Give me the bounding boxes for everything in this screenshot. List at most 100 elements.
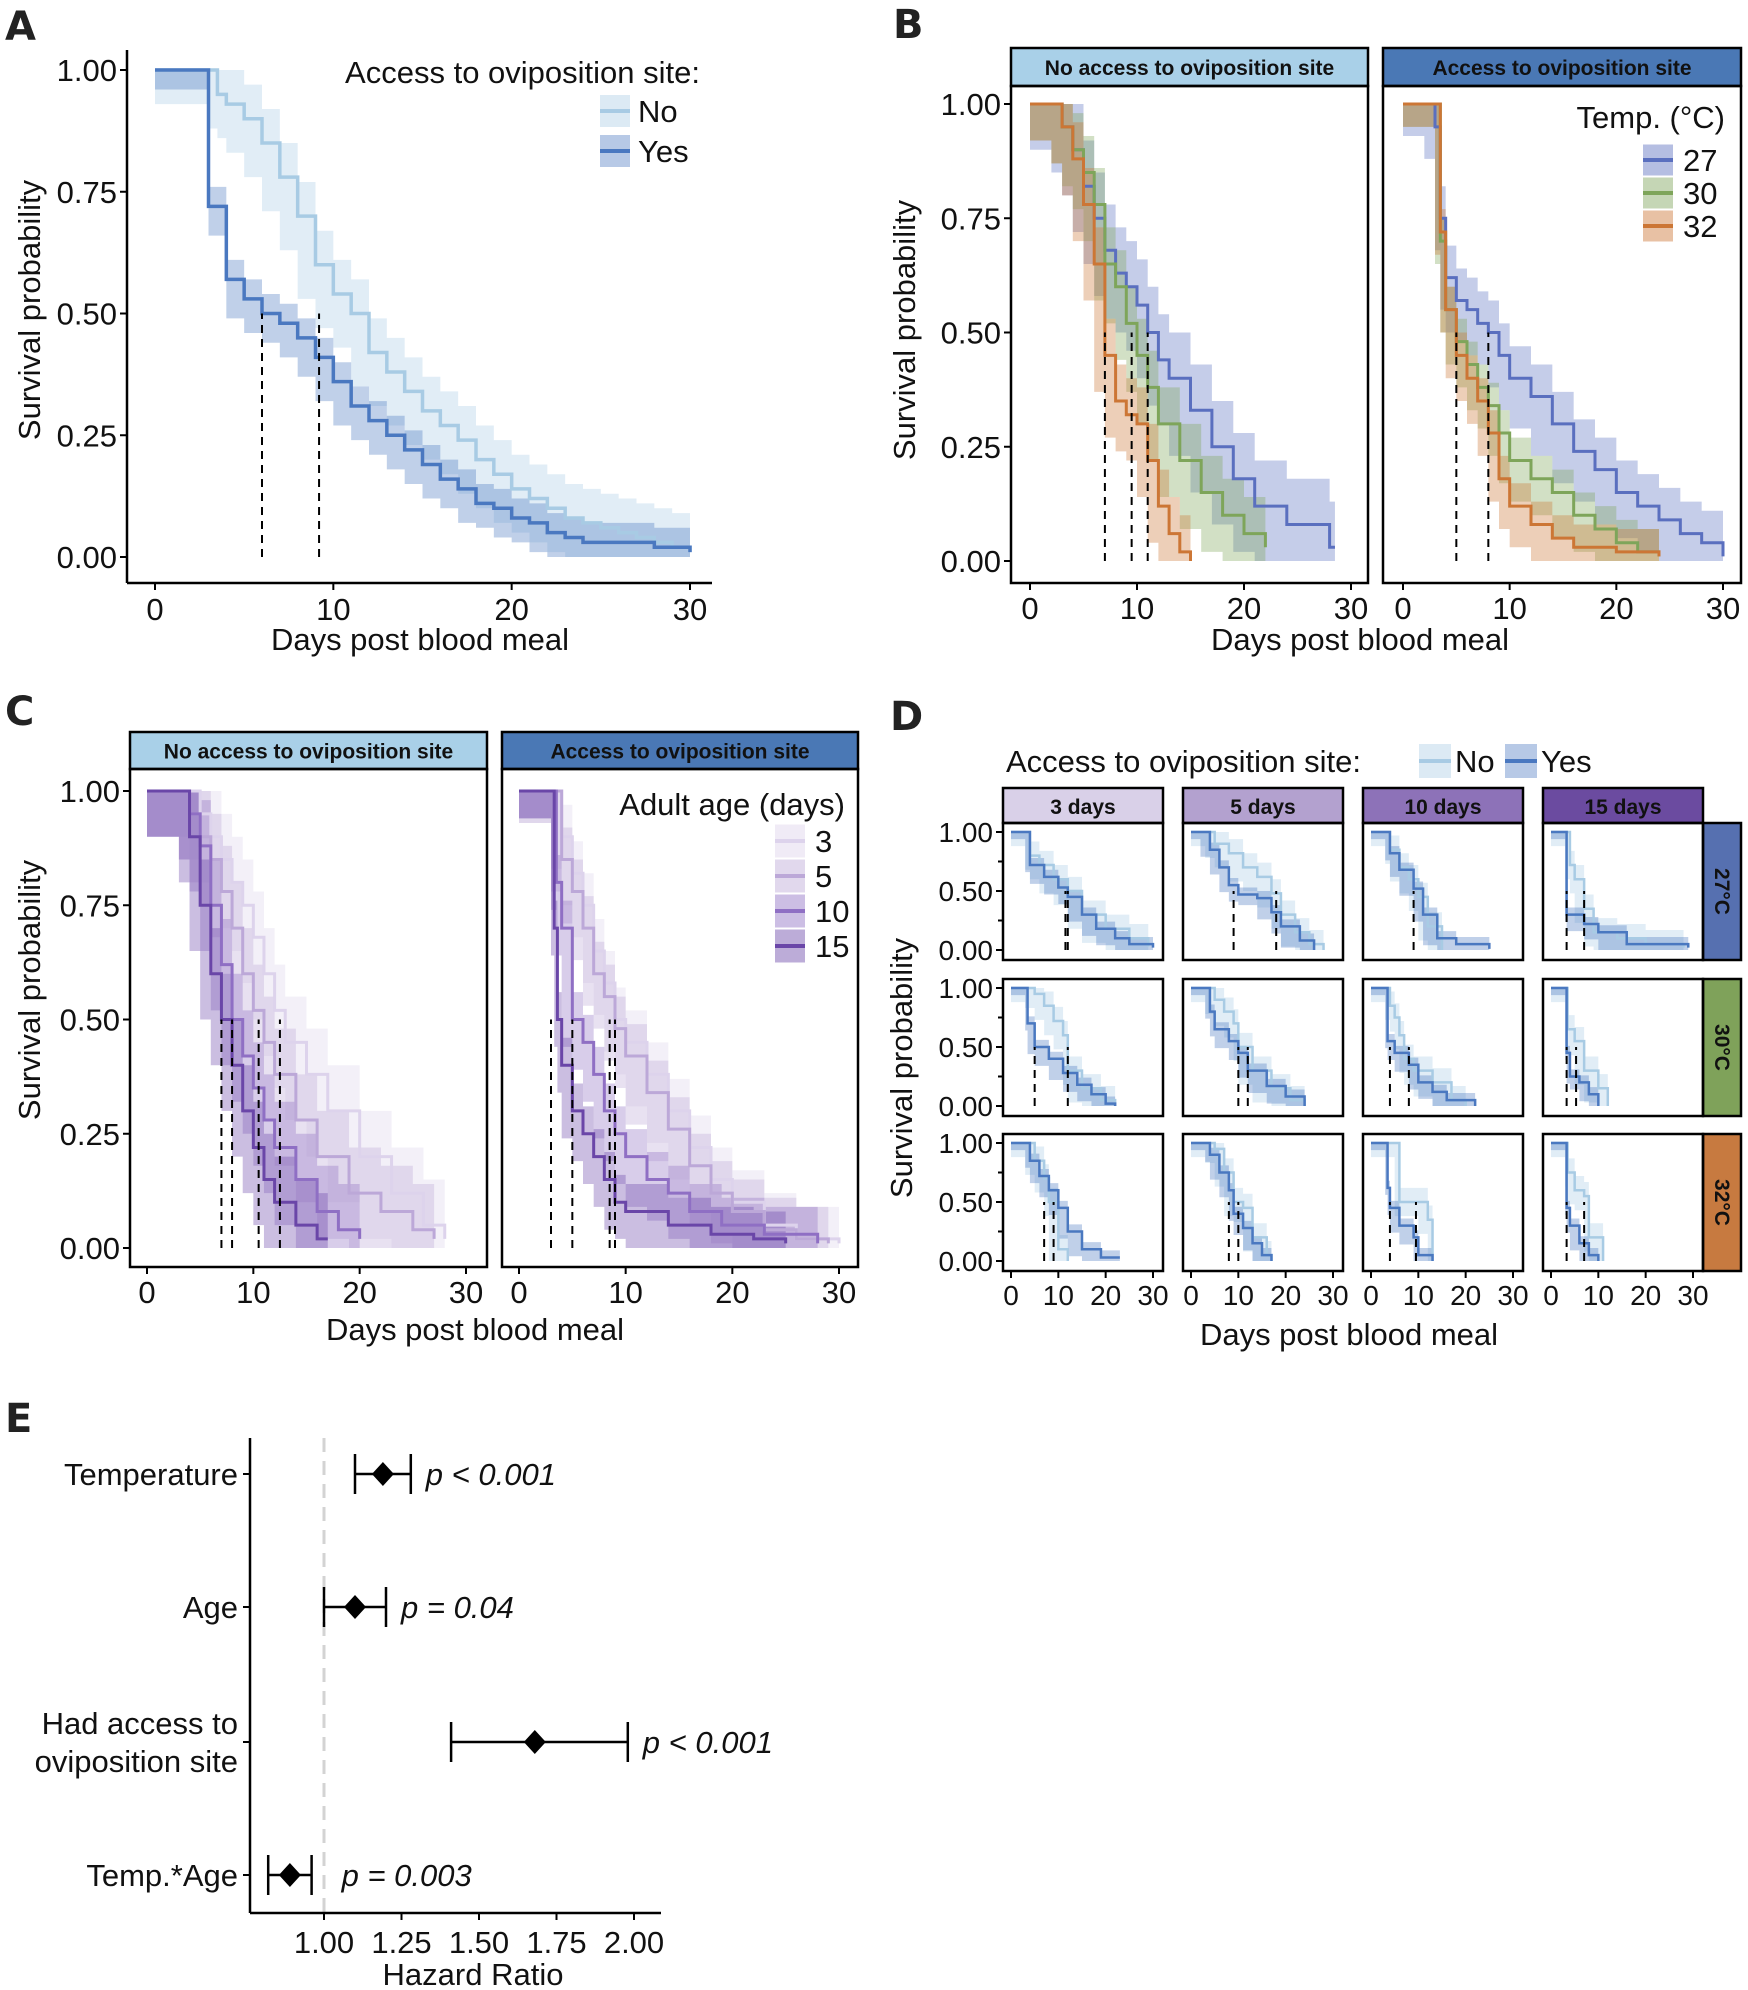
ci-band-Yes bbox=[1191, 832, 1315, 950]
survival-curve-Yes bbox=[1551, 986, 1600, 1106]
row-label: Age bbox=[183, 1590, 238, 1625]
x-tick-label: 0 bbox=[1021, 591, 1038, 626]
x-tick-label: 30 bbox=[449, 1275, 483, 1310]
column-strip-label: 10 days bbox=[1404, 796, 1481, 819]
x-tick-label: 0 bbox=[1183, 1280, 1199, 1311]
ci-band-3 bbox=[519, 791, 839, 1248]
x-tick-label: 10 bbox=[1492, 591, 1526, 626]
y-tick-label: 0.75 bbox=[941, 201, 1001, 236]
x-tick-label: 0 bbox=[146, 592, 163, 627]
x-tick-label: 0 bbox=[1394, 591, 1411, 626]
x-tick-label: 0 bbox=[1363, 1280, 1379, 1311]
y-axis-title: Survival probability bbox=[884, 937, 919, 1198]
x-axis-title: Days post blood meal bbox=[326, 1312, 624, 1347]
y-tick-label: 0.00 bbox=[939, 1091, 994, 1122]
survival-curve-Yes bbox=[1011, 986, 1117, 1106]
row-strip-label: 30°C bbox=[1710, 1024, 1733, 1071]
panel-frame bbox=[1009, 84, 1370, 585]
row-strip-label: 32°C bbox=[1710, 1179, 1733, 1226]
y-tick-label: 0.50 bbox=[939, 1187, 994, 1218]
survival-curve-No bbox=[1011, 986, 1117, 1106]
panel-label-A: A bbox=[5, 4, 36, 50]
y-tick-label: 1.00 bbox=[939, 1128, 994, 1159]
y-tick-label: 0.00 bbox=[939, 935, 994, 966]
hazard-ratio-point bbox=[344, 1595, 366, 1619]
p-value-label: p = 0.003 bbox=[341, 1858, 472, 1893]
survival-curve-10 bbox=[519, 789, 820, 1244]
ci-band-No bbox=[1191, 832, 1324, 950]
ci-band-32 bbox=[1030, 104, 1191, 561]
column-strip-label: 3 days bbox=[1050, 796, 1115, 819]
survival-curve-No bbox=[1191, 986, 1306, 1106]
x-tick-label: 10 bbox=[1403, 1280, 1434, 1311]
survival-curve-No bbox=[1191, 830, 1325, 950]
x-tick-label: 20 bbox=[342, 1275, 376, 1310]
ci-band-27 bbox=[1403, 104, 1723, 561]
x-tick-label: 10 bbox=[1120, 591, 1154, 626]
x-tick-label: 30 bbox=[673, 592, 707, 627]
ci-band-32 bbox=[1403, 104, 1659, 561]
y-axis-title: Survival probability bbox=[887, 199, 922, 460]
row-strip bbox=[1701, 821, 1743, 962]
hazard-ratio-point bbox=[523, 1730, 546, 1754]
x-tick-label: 30 bbox=[1497, 1280, 1528, 1311]
legend-title: Temp. (°C) bbox=[1577, 100, 1725, 135]
survival-curve-3 bbox=[147, 789, 447, 1239]
panel-frame bbox=[1541, 977, 1705, 1118]
x-tick-label: 30 bbox=[1677, 1280, 1708, 1311]
x-tick-label: 20 bbox=[1630, 1280, 1661, 1311]
x-tick-label: 20 bbox=[1599, 591, 1633, 626]
row-strip bbox=[1701, 1132, 1743, 1273]
survival-curve-Yes bbox=[1371, 1141, 1434, 1261]
legend-title: Adult age (days) bbox=[619, 787, 845, 822]
survival-curve-Yes bbox=[1011, 1141, 1120, 1259]
legend-label: Yes bbox=[1541, 744, 1592, 779]
y-tick-label: 0.50 bbox=[939, 1032, 994, 1063]
panel-frame bbox=[1361, 1132, 1525, 1273]
x-tick-label: 1.25 bbox=[371, 1925, 431, 1960]
ci-band-Yes bbox=[1551, 1143, 1599, 1261]
legend-label: 27 bbox=[1683, 143, 1717, 178]
y-tick-label: 0.25 bbox=[941, 430, 1001, 465]
survival-curve-5 bbox=[147, 789, 436, 1239]
survival-curve-No bbox=[1371, 1141, 1434, 1261]
y-tick-label: 1.00 bbox=[939, 973, 994, 1004]
y-tick-label: 0.00 bbox=[939, 1246, 994, 1277]
y-tick-label: 0.50 bbox=[939, 876, 994, 907]
facet-strip bbox=[1009, 46, 1370, 88]
survival-curve-15 bbox=[147, 789, 328, 1241]
legend-title: Access to oviposition site: bbox=[1006, 744, 1361, 779]
column-strip-label: 15 days bbox=[1584, 796, 1661, 819]
y-tick-label: 0.50 bbox=[60, 1003, 120, 1038]
ci-band-No bbox=[155, 70, 690, 557]
panel-frame bbox=[1541, 1132, 1705, 1273]
y-tick-label: 1.00 bbox=[60, 774, 120, 809]
x-tick-label: 20 bbox=[715, 1275, 749, 1310]
survival-curve-No bbox=[1551, 830, 1685, 948]
hazard-ratio-point bbox=[371, 1462, 394, 1486]
y-tick-label: 0.25 bbox=[57, 418, 117, 453]
panel-label-D: D bbox=[890, 694, 923, 740]
survival-curve-3 bbox=[519, 789, 841, 1244]
p-value-label: p < 0.001 bbox=[425, 1457, 556, 1492]
x-tick-label: 20 bbox=[494, 592, 528, 627]
facet-strip bbox=[500, 730, 860, 771]
row-label: Had access to bbox=[42, 1706, 238, 1741]
panel-frame bbox=[1181, 1132, 1345, 1273]
row-strip-label: 27°C bbox=[1710, 868, 1733, 915]
x-axis-title: Days post blood meal bbox=[271, 622, 569, 657]
x-axis-title: Days post blood meal bbox=[1200, 1317, 1498, 1352]
x-tick-label: 2.00 bbox=[604, 1925, 664, 1960]
p-value-label: p = 0.04 bbox=[400, 1590, 514, 1625]
legend-label: Yes bbox=[638, 134, 689, 169]
hazard-ratio-point bbox=[278, 1863, 301, 1887]
panel-label-E: E bbox=[5, 1396, 32, 1442]
panel-label-C: C bbox=[5, 689, 34, 735]
legend-label: 32 bbox=[1683, 209, 1717, 244]
x-tick-label: 0 bbox=[1003, 1280, 1019, 1311]
survival-curve-No bbox=[155, 68, 692, 553]
legend-label: 5 bbox=[815, 859, 832, 894]
survival-curve-Yes bbox=[1191, 830, 1316, 950]
y-axis-title: Survival probability bbox=[12, 179, 47, 440]
